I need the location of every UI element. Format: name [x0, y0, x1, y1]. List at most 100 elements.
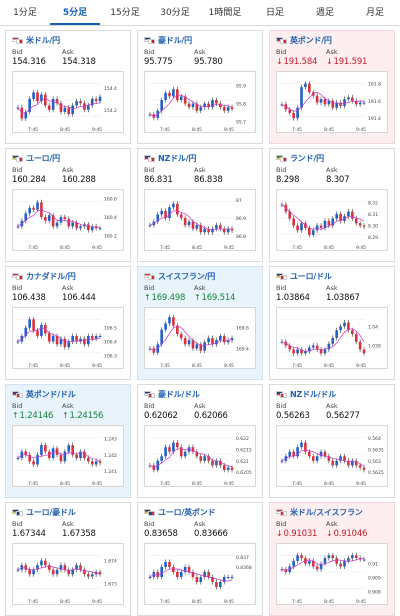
price-labels: Bid Ask [276, 402, 389, 410]
tab-1min[interactable]: 1分足 [13, 8, 37, 18]
candle [362, 467, 366, 470]
candle [195, 225, 199, 229]
rate-card[interactable]: カナダドル/円 Bid Ask 106.438 106.444 106.5 106.4 106… [5, 266, 131, 380]
x-tick-label: 8:45 [192, 363, 202, 368]
pair-name[interactable]: ユーロ/豪ドル [26, 507, 76, 517]
candlestick-chart[interactable]: 1.243 1.242 1.241 7:45 8:45 9:45 [12, 425, 124, 487]
tab-daily[interactable]: 日足 [265, 8, 284, 18]
candlestick-chart[interactable]: 154.4 154.2 7:45 8:45 9:45 [12, 71, 124, 133]
bid-price: 8.298 [276, 175, 326, 185]
candlestick-chart[interactable]: 0.564 0.5635 0.563 0.5625 7:45 8:45 9:45 [276, 425, 388, 487]
candle [207, 103, 210, 108]
ask-value: 0.62066 [194, 410, 228, 421]
candlestick-chart[interactable]: 106.5 106.4 106.3 7:45 8:45 9:45 [12, 307, 124, 369]
tab-5min[interactable]: 5分足 [50, 0, 100, 25]
y-tick-label: 0.622 [236, 436, 249, 442]
currency-flags-icon [276, 272, 287, 280]
quote-flag-icon [16, 392, 23, 398]
y-tick-label: 1.04 [368, 324, 378, 330]
price-values: 0.83658 0.83666 [144, 528, 257, 539]
candlestick-chart[interactable]: 169.6 169.4 7:45 8:45 9:45 [144, 307, 256, 369]
rate-card[interactable]: 豪ドル/ドル Bid Ask 0.62062 0.62066 0.622 0.6215 0.6… [137, 384, 263, 498]
candle [215, 100, 218, 104]
tab-15min[interactable]: 15分足 [110, 8, 140, 18]
pair-name[interactable]: スイスフラン/円 [158, 271, 216, 281]
rate-card[interactable]: NZドル/ドル Bid Ask 0.56263 0.56277 0.564 0.5635 0.… [269, 384, 395, 498]
rate-card[interactable]: ユーロ/円 Bid Ask 160.284 160.288 160.6 160.4 160.2… [5, 148, 131, 262]
rate-card[interactable]: スイスフラン/円 Bid Ask ↑169.498 ↑169.514 169.6 169.4… [137, 266, 263, 380]
candlestick-chart[interactable]: 191.8 191.6 191.4 7:45 8:45 9:45 [276, 71, 388, 133]
tab-30min[interactable]: 30分足 [160, 8, 190, 18]
rate-card[interactable]: 英ポンド/円 Bid Ask ↓191.584 ↓191.591 191.8 191.6 19… [269, 30, 395, 144]
rate-card[interactable]: 米ドル/円 Bid Ask 154.316 154.318 154.4 154.2 7:45 8… [5, 30, 131, 144]
candlestick-chart[interactable]: 87 86.9 86.8 7:45 8:45 9:45 [144, 189, 256, 251]
candle [32, 92, 35, 99]
x-tick-label: 8:45 [324, 245, 334, 250]
pair-name[interactable]: 英ポンド/円 [290, 35, 332, 45]
rate-card[interactable]: ユーロ/ドル Bid Ask 1.03864 1.03867 1.04 1.039 7:45 8… [269, 266, 395, 380]
quote-flag-icon [280, 274, 287, 280]
pair-name[interactable]: ユーロ/英ポンド [158, 507, 216, 517]
candlestick-chart[interactable]: 0.91 0.909 0.908 7:45 8:45 9:45 [276, 543, 388, 605]
ask-price: 160.288 [62, 175, 96, 185]
x-tick-label: 9:45 [356, 245, 366, 250]
chart-svg: 1.04 1.039 7:45 8:45 9:45 [279, 319, 381, 368]
rate-card[interactable]: 英ポンド/ドル Bid Ask ↑1.24146 ↑1.24156 1.243 1.242 1… [5, 384, 131, 498]
quote-flag-icon [148, 510, 155, 516]
candle [351, 460, 354, 466]
pair-name[interactable]: ランド/円 [290, 153, 324, 163]
tab-weekly[interactable]: 週足 [315, 8, 334, 18]
candle [168, 562, 171, 567]
pair-name[interactable]: 英ポンド/ドル [26, 389, 76, 399]
chart-svg: 154.4 154.2 7:45 8:45 9:45 [15, 83, 117, 132]
candlestick-chart[interactable]: 1.674 1.673 7:45 8:45 9:45 [12, 543, 124, 605]
bid-value: 0.83658 [144, 528, 178, 539]
rate-card[interactable]: ユーロ/豪ドル Bid Ask 1.67344 1.67358 1.674 1.673 7:4… [5, 502, 131, 616]
price-labels: Bid Ask [12, 520, 125, 528]
pair-name[interactable]: ユーロ/円 [26, 153, 60, 163]
y-tick-label: 8.29 [368, 235, 378, 241]
pair-name[interactable]: 豪ドル/円 [158, 35, 192, 45]
candle [354, 460, 358, 466]
ask-price: 1.03867 [326, 293, 360, 303]
candle [40, 445, 43, 455]
candle [300, 349, 303, 354]
candlestick-chart[interactable]: 160.6 160.4 160.2 7:45 8:45 9:45 [12, 189, 124, 251]
pair-name[interactable]: カナダドル/円 [26, 271, 76, 281]
bid-price: 86.831 [144, 175, 194, 185]
rate-card[interactable]: ユーロ/英ポンド Bid Ask 0.83658 0.83666 0.837 0.8368 7… [137, 502, 263, 616]
candlestick-chart[interactable]: 8.32 8.31 8.30 8.29 7:45 8:45 9:45 [276, 189, 388, 251]
y-tick-label: 0.908 [368, 589, 381, 595]
ask-label: Ask [194, 48, 206, 56]
rate-card[interactable]: ランド/円 Bid Ask 8.298 8.307 8.32 8.31 8.30 8.29 7:4… [269, 148, 395, 262]
currency-flags-icon [144, 272, 155, 280]
rate-card[interactable]: NZドル/円 Bid Ask 86.831 86.838 87 86.9 86.8 7:45 8:… [137, 148, 263, 262]
rate-card[interactable]: 米ドル/スイスフラン Bid Ask ↓0.91031 ↓0.91046 0.91 0.90… [269, 502, 395, 616]
candle [323, 349, 327, 354]
candle [362, 559, 366, 561]
candle [172, 442, 175, 452]
tab-1hour[interactable]: 1時間足 [208, 8, 242, 18]
bid-value: 160.284 [12, 174, 46, 185]
pair-name[interactable]: 米ドル/円 [26, 35, 60, 45]
x-tick-label: 9:45 [356, 127, 366, 132]
pair-name[interactable]: 豪ドル/ドル [158, 389, 200, 399]
candlestick-chart[interactable]: 95.9 95.8 95.7 7:45 8:45 9:45 [144, 71, 256, 133]
price-labels: Bid Ask [144, 520, 257, 528]
pair-name[interactable]: ユーロ/ドル [290, 271, 332, 281]
candle [215, 225, 218, 229]
pair-name[interactable]: NZドル/ドル [290, 389, 337, 399]
quote-flag-icon [16, 274, 23, 280]
candlestick-chart[interactable]: 0.622 0.6215 0.621 0.6205 7:45 8:45 9:45 [144, 425, 256, 487]
candlestick-chart[interactable]: 0.837 0.8368 7:45 8:45 9:45 [144, 543, 256, 605]
y-tick-label: 191.6 [368, 99, 381, 105]
pair-name[interactable]: 米ドル/スイスフラン [290, 507, 363, 517]
tab-monthly[interactable]: 月足 [365, 8, 384, 18]
candle [211, 460, 214, 466]
candlestick-chart[interactable]: 1.04 1.039 7:45 8:45 9:45 [276, 307, 388, 369]
rate-card[interactable]: 豪ドル/円 Bid Ask 95.775 95.780 95.9 95.8 95.7 7:45 8… [137, 30, 263, 144]
pair-name[interactable]: NZドル/円 [158, 153, 197, 163]
y-tick-label: 8.32 [368, 200, 378, 206]
currency-flags-icon [144, 36, 155, 44]
ask-label: Ask [62, 402, 74, 410]
